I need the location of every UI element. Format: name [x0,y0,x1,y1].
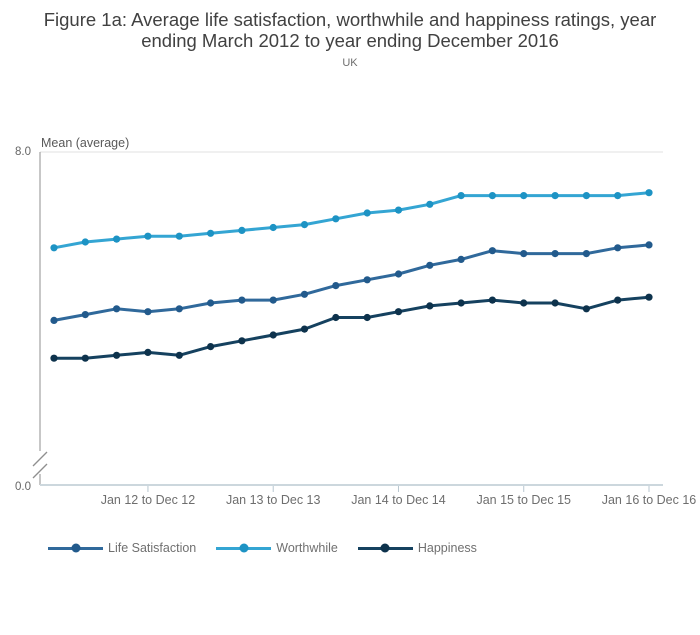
series-marker-life-satisfaction[interactable] [645,241,653,249]
legend-marker-worthwhile [239,543,249,553]
y-tick-label-top: 8.0 [15,146,31,158]
series-marker-happiness[interactable] [175,351,183,359]
series-marker-happiness[interactable] [50,354,58,362]
series-marker-worthwhile[interactable] [144,232,152,240]
series-marker-happiness[interactable] [81,354,89,362]
series-marker-worthwhile[interactable] [50,244,58,252]
series-marker-life-satisfaction[interactable] [238,296,246,304]
series-marker-worthwhile[interactable] [614,192,622,200]
series-marker-worthwhile[interactable] [394,206,403,214]
axis-break-icon [32,451,48,467]
y-tick-label-bottom: 0.0 [15,481,31,493]
series-marker-happiness[interactable] [614,296,622,304]
series-marker-life-satisfaction[interactable] [551,250,559,258]
series-marker-worthwhile[interactable] [551,192,559,200]
series-marker-worthwhile[interactable] [488,192,496,200]
x-axis-label: Jan 15 to Dec 15 [476,493,571,507]
legend-item-life-satisfaction[interactable]: Life Satisfaction [48,541,196,555]
series-marker-life-satisfaction[interactable] [363,276,371,284]
legend-line-life-satisfaction [48,543,103,553]
series-marker-life-satisfaction[interactable] [394,270,403,278]
series-marker-life-satisfaction[interactable] [614,244,622,252]
legend: Life Satisfaction Worthwhile Happiness [48,541,477,555]
series-marker-happiness[interactable] [113,351,121,359]
series-marker-worthwhile[interactable] [238,226,246,234]
series-marker-life-satisfaction[interactable] [81,311,89,319]
series-marker-life-satisfaction[interactable] [332,282,340,290]
series-marker-worthwhile[interactable] [81,238,89,246]
series-marker-life-satisfaction[interactable] [457,255,465,263]
series-marker-happiness[interactable] [426,302,434,310]
x-axis-label: Jan 12 to Dec 12 [101,493,196,507]
series-marker-life-satisfaction[interactable] [175,305,183,313]
legend-marker-life-satisfaction [71,543,80,553]
series-marker-happiness[interactable] [551,299,559,307]
series-marker-life-satisfaction[interactable] [144,308,152,316]
figure-title: Figure 1a: Average life satisfaction, wo… [10,9,690,51]
series-marker-happiness[interactable] [457,299,465,307]
series-marker-worthwhile[interactable] [426,200,434,208]
legend-label-worthwhile: Worthwhile [276,541,338,555]
series-marker-happiness[interactable] [488,296,496,304]
series-line-happiness [54,295,650,360]
series-marker-happiness[interactable] [645,293,653,301]
x-axis-label: Jan 14 to Dec 14 [351,493,446,507]
series-marker-worthwhile[interactable] [175,232,183,240]
series-marker-worthwhile[interactable] [457,192,465,200]
series-marker-happiness[interactable] [582,305,591,313]
x-axis-label: Jan 13 to Dec 13 [226,493,321,507]
series-marker-happiness[interactable] [269,331,277,339]
legend-label-happiness: Happiness [417,541,477,555]
figure-title-line2: ending March 2012 to year ending Decembe… [141,30,559,51]
series-marker-happiness[interactable] [520,299,528,307]
figure-title-line1: Figure 1a: Average life satisfaction, wo… [43,9,657,30]
series-marker-worthwhile[interactable] [269,223,277,232]
series-marker-happiness[interactable] [207,343,215,351]
series-marker-worthwhile[interactable] [645,189,653,197]
legend-marker-happiness [380,543,390,553]
figure-subtitle: UK [342,57,358,69]
series-line-life-satisfaction [53,243,650,322]
series-marker-life-satisfaction[interactable] [50,316,58,324]
axis-break-icon [32,463,48,479]
series-marker-life-satisfaction[interactable] [488,247,496,255]
legend-line-worthwhile [216,543,272,553]
series-marker-happiness[interactable] [363,313,371,322]
series-marker-life-satisfaction[interactable] [207,299,215,307]
series-marker-happiness[interactable] [238,337,246,345]
series-line-worthwhile [53,191,650,250]
legend-line-happiness [357,543,413,553]
series-marker-happiness[interactable] [144,348,152,356]
legend-label-life-satisfaction: Life Satisfaction [108,541,197,555]
y-axis-title: Mean (average) [41,136,129,150]
x-axis-label: Jan 16 to Dec 16 [602,493,697,507]
series-marker-worthwhile[interactable] [332,215,340,223]
series-marker-life-satisfaction[interactable] [582,250,591,258]
series-marker-worthwhile[interactable] [207,229,215,237]
series-marker-life-satisfaction[interactable] [113,305,121,313]
series-marker-worthwhile[interactable] [113,235,121,243]
legend-item-happiness[interactable]: Happiness [357,541,477,555]
series-marker-worthwhile[interactable] [363,209,371,217]
series-marker-happiness[interactable] [394,308,403,316]
series-marker-life-satisfaction[interactable] [426,261,434,269]
legend-item-worthwhile[interactable]: Worthwhile [216,541,338,555]
series-marker-happiness[interactable] [332,313,340,322]
series-marker-worthwhile[interactable] [300,221,309,229]
series-marker-worthwhile[interactable] [520,192,528,200]
series-marker-worthwhile[interactable] [582,192,591,200]
series-marker-happiness[interactable] [300,325,309,333]
series-marker-life-satisfaction[interactable] [520,250,528,258]
series-marker-life-satisfaction[interactable] [300,290,309,298]
series-marker-life-satisfaction[interactable] [269,296,277,304]
